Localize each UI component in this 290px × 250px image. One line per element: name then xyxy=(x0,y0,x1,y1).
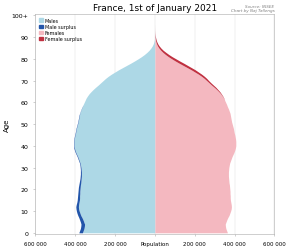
Text: Source: INSEE
Chart by Naj Tallengs: Source: INSEE Chart by Naj Tallengs xyxy=(231,4,274,13)
Legend: Males, Male surplus, Females, Female surplus: Males, Male surplus, Females, Female sur… xyxy=(38,18,83,43)
Title: France, 1st of January 2021: France, 1st of January 2021 xyxy=(93,4,217,13)
Y-axis label: Age: Age xyxy=(4,118,10,131)
